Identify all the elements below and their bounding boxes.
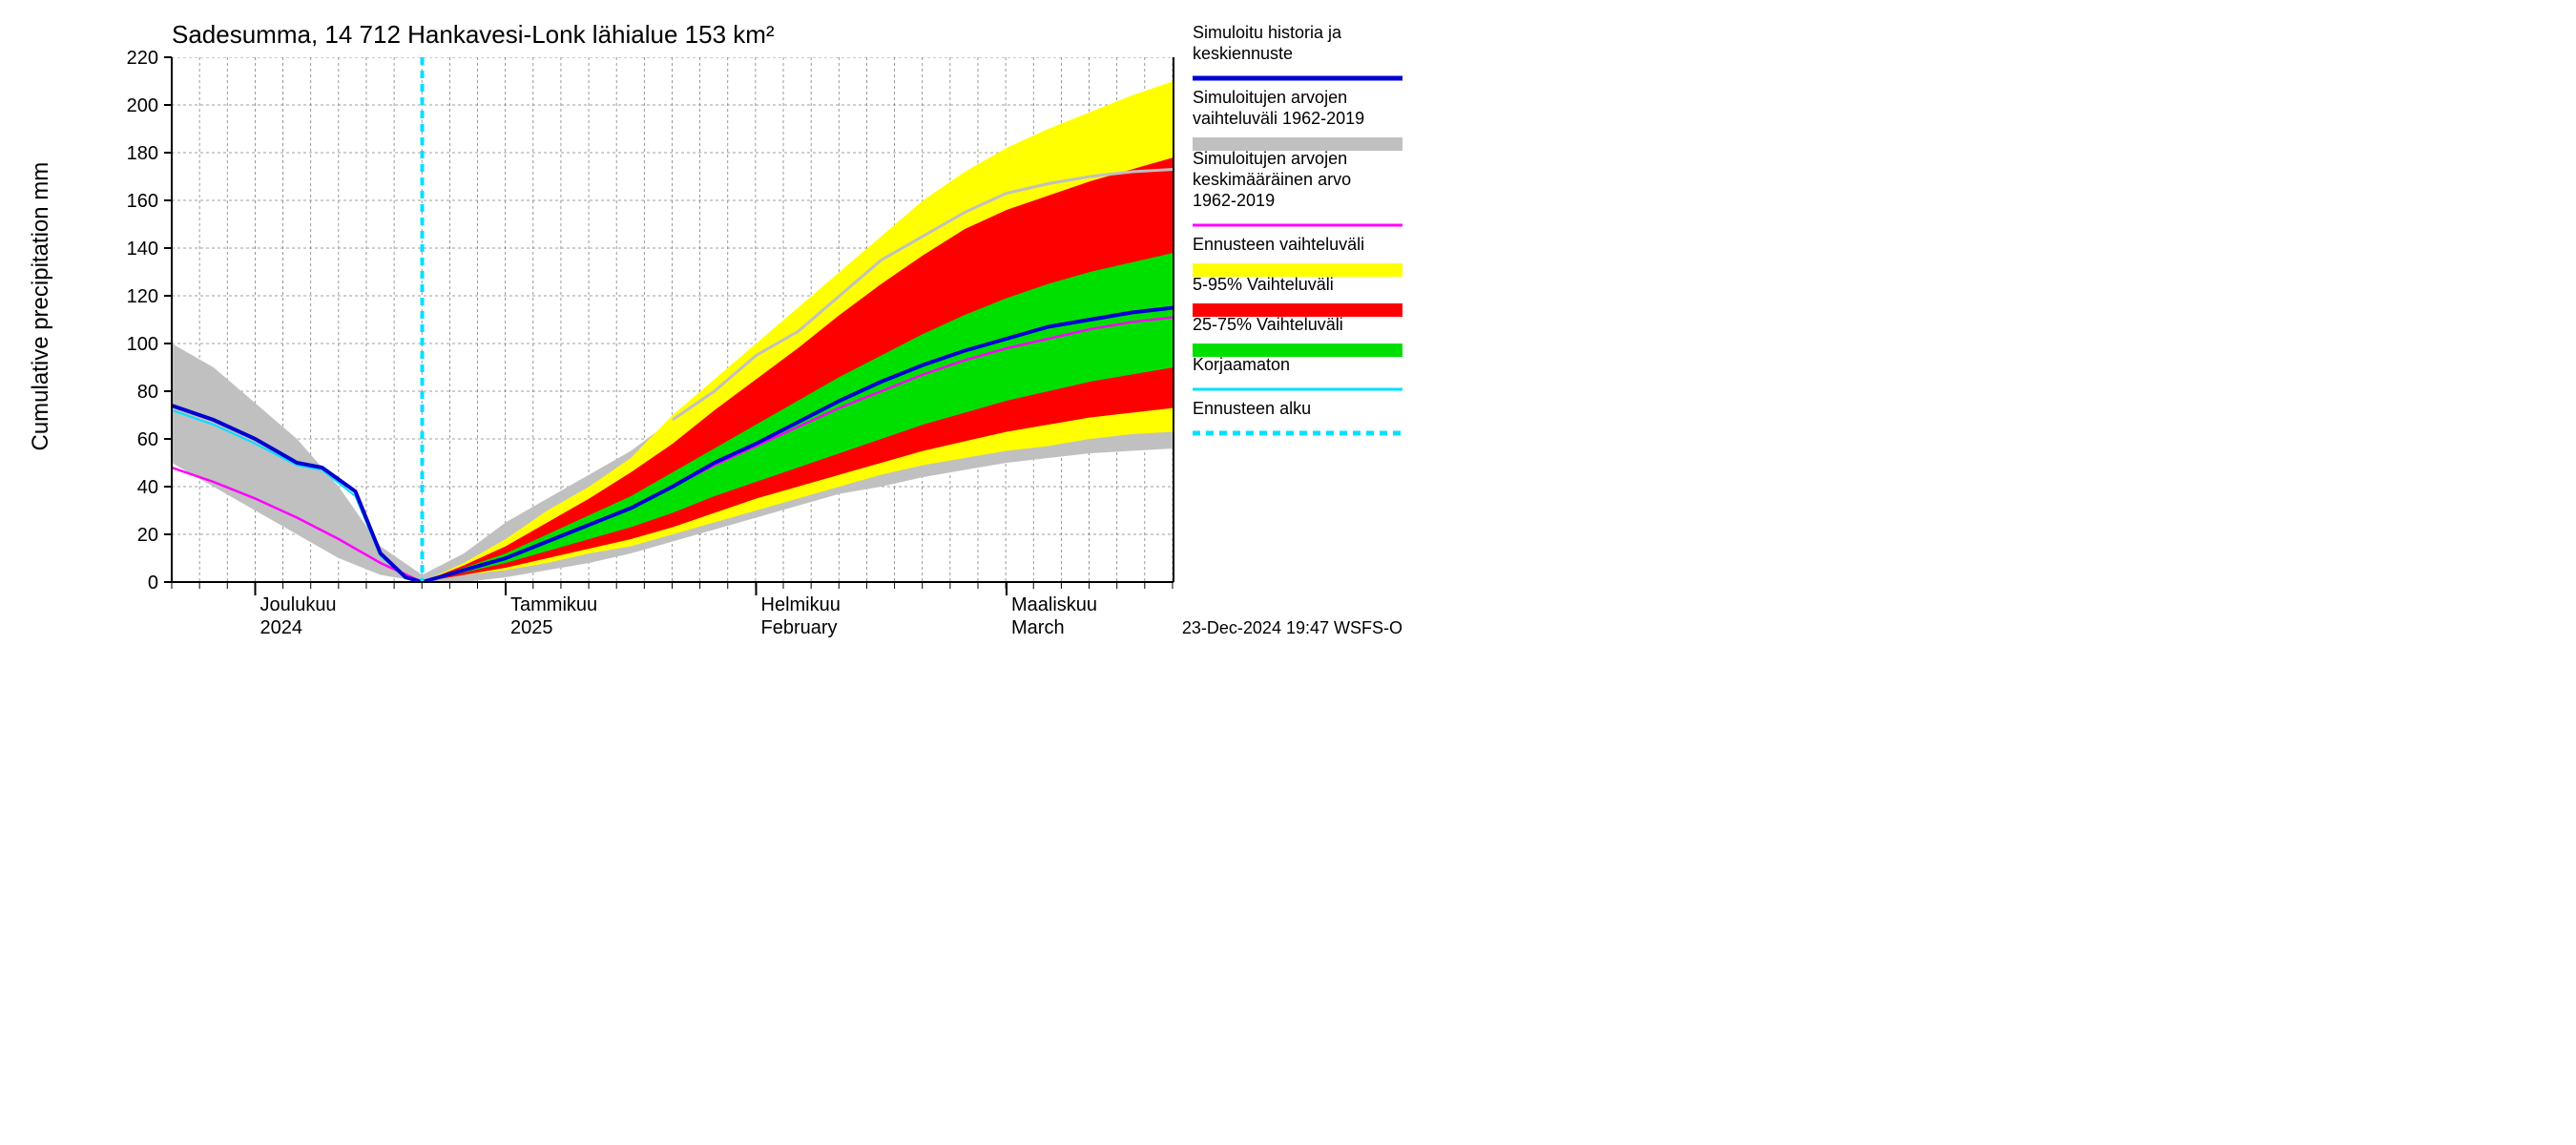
ytick-label: 100: [127, 334, 158, 355]
xtick-label-top: Joulukuu: [260, 594, 337, 615]
chart-title: Sadesumma, 14 712 Hankavesi-Lonk lähialu…: [172, 20, 775, 49]
xtick-label-bot: February: [761, 617, 838, 638]
legend-label: Korjaamaton: [1193, 355, 1290, 374]
ytick-label: 40: [137, 477, 158, 498]
xtick-label-top: Helmikuu: [761, 594, 841, 615]
legend-label: 1962-2019: [1193, 191, 1275, 210]
ytick-label: 0: [148, 572, 158, 593]
legend-label: vaihteluväli 1962-2019: [1193, 109, 1364, 128]
legend-label: 5-95% Vaihteluväli: [1193, 275, 1334, 294]
chart-svg: 020406080100120140160180200220Joulukuu20…: [0, 0, 1412, 649]
precipitation-chart: 020406080100120140160180200220Joulukuu20…: [0, 0, 1412, 649]
ytick-label: 180: [127, 143, 158, 164]
chart-footer: 23-Dec-2024 19:47 WSFS-O: [1182, 618, 1402, 637]
ytick-label: 200: [127, 95, 158, 116]
legend-label: 25-75% Vaihteluväli: [1193, 315, 1343, 334]
xtick-label-bot: 2025: [510, 617, 553, 638]
xtick-label-bot: March: [1011, 617, 1065, 638]
ytick-label: 60: [137, 429, 158, 450]
ytick-label: 20: [137, 525, 158, 546]
legend-label: keskimääräinen arvo: [1193, 170, 1351, 189]
ytick-label: 160: [127, 191, 158, 212]
ytick-label: 80: [137, 382, 158, 403]
legend-label: Simuloitujen arvojen: [1193, 149, 1347, 168]
xtick-label-top: Tammikuu: [510, 594, 597, 615]
xtick-label-top: Maaliskuu: [1011, 594, 1097, 615]
ytick-label: 120: [127, 286, 158, 307]
legend-label: Simuloitujen arvojen: [1193, 88, 1347, 107]
xtick-label-bot: 2024: [260, 617, 303, 638]
legend-label: Simuloitu historia ja: [1193, 23, 1342, 42]
legend-label: Ennusteen vaihteluväli: [1193, 235, 1364, 254]
y-axis-label: Cumulative precipitation mm: [28, 162, 53, 451]
ytick-label: 220: [127, 48, 158, 69]
legend-label: Ennusteen alku: [1193, 399, 1311, 418]
legend-label: keskiennuste: [1193, 44, 1293, 63]
ytick-label: 140: [127, 239, 158, 260]
